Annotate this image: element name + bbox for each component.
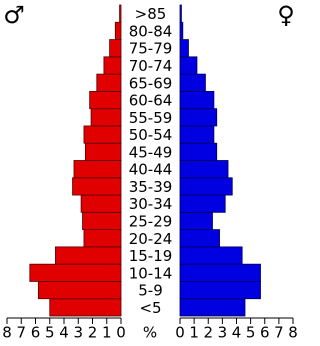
bar-female xyxy=(179,108,218,127)
bar-male xyxy=(90,108,122,127)
bar-male xyxy=(89,90,122,110)
bar-male xyxy=(83,125,122,144)
bar-female xyxy=(179,281,261,300)
x-tick-label: 4 xyxy=(232,324,242,342)
bar-male xyxy=(80,194,122,213)
category-label: 55-59 xyxy=(129,109,173,127)
chart: % <55-910-1415-1920-2425-2930-3435-3940-… xyxy=(2,1,298,342)
category-label: 60-64 xyxy=(129,92,173,110)
legend-male: ♂ xyxy=(3,1,25,29)
x-tick-label: 8 xyxy=(2,324,12,342)
x-tick-label: 6 xyxy=(260,324,270,342)
category-label: >85 xyxy=(135,5,167,23)
bar-female xyxy=(179,73,206,92)
bar-male xyxy=(73,160,122,179)
x-tick-label: 1 xyxy=(102,324,112,342)
bar-male xyxy=(37,281,122,300)
bar-female xyxy=(179,4,182,23)
bar-female xyxy=(179,21,184,40)
bar-male xyxy=(55,246,122,265)
category-label: 40-44 xyxy=(129,161,173,179)
bar-female xyxy=(179,246,243,265)
category-label: 65-69 xyxy=(129,74,173,92)
bar-male xyxy=(84,142,122,161)
bar-female xyxy=(179,263,261,282)
bar-female xyxy=(179,177,233,196)
legend-female: ♀ xyxy=(277,1,295,29)
category-label: 70-74 xyxy=(129,57,173,75)
x-tick-label: 8 xyxy=(288,324,298,342)
bar-male xyxy=(119,4,122,23)
x-tick-label: 4 xyxy=(59,324,69,342)
bar-female xyxy=(179,229,220,248)
category-label: 25-29 xyxy=(129,212,173,230)
category-label: 10-14 xyxy=(129,264,173,282)
x-tick-label: 5 xyxy=(246,324,256,342)
category-label: 15-19 xyxy=(129,247,173,265)
bar-female xyxy=(179,194,226,213)
bar-male xyxy=(83,229,122,248)
bar-female xyxy=(179,142,218,161)
bar-male xyxy=(29,263,122,282)
x-tick-label: 3 xyxy=(73,324,83,342)
bar-female xyxy=(179,56,198,75)
bar-male xyxy=(109,39,122,58)
bar-female xyxy=(179,298,246,317)
category-label: 75-79 xyxy=(129,40,173,58)
category-label: 80-84 xyxy=(129,22,173,40)
bar-female xyxy=(179,125,215,144)
x-tick-label: 0 xyxy=(175,324,185,342)
x-axis-label: % xyxy=(143,324,157,342)
bar-female xyxy=(179,90,215,110)
x-tick-label: 6 xyxy=(31,324,41,342)
bar-male xyxy=(114,21,122,40)
x-tick-label: 2 xyxy=(88,324,98,342)
category-label: 30-34 xyxy=(129,195,173,213)
category-label: 5-9 xyxy=(138,282,163,300)
category-label: 35-39 xyxy=(129,178,173,196)
bar-male xyxy=(49,298,122,317)
x-tick-label: 1 xyxy=(189,324,199,342)
bar-male xyxy=(103,56,122,75)
bar-female xyxy=(179,160,229,179)
bar-male xyxy=(72,177,122,196)
category-label: 20-24 xyxy=(129,230,173,248)
bar-male xyxy=(96,73,122,92)
category-label: 45-49 xyxy=(129,143,173,161)
x-tick-label: 5 xyxy=(45,324,55,342)
x-tick-label: 2 xyxy=(203,324,213,342)
bar-male xyxy=(82,211,122,231)
category-label: 50-54 xyxy=(129,126,173,144)
category-label: <5 xyxy=(139,299,161,317)
x-tick-label: 3 xyxy=(218,324,228,342)
x-tick-label: 7 xyxy=(274,324,284,342)
x-tick-label: 7 xyxy=(16,324,26,342)
bar-female xyxy=(179,39,189,58)
bar-female xyxy=(179,211,213,231)
x-tick-label: 0 xyxy=(116,324,126,342)
